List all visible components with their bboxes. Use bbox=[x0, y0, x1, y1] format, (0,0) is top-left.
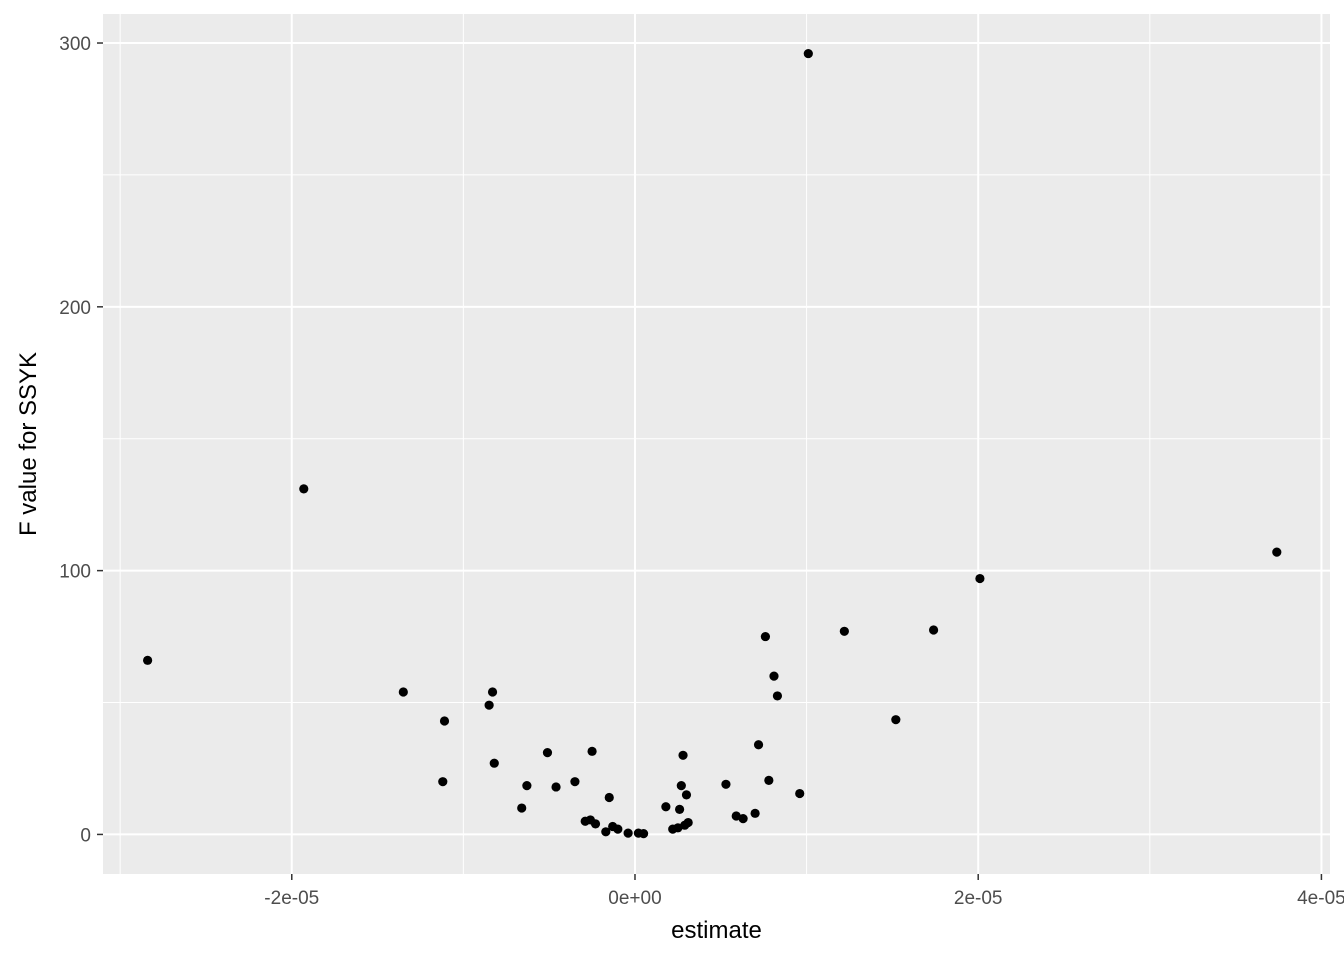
data-point bbox=[570, 777, 580, 787]
data-point bbox=[604, 792, 614, 803]
data-point bbox=[590, 819, 601, 829]
data-point bbox=[795, 788, 805, 799]
data-point bbox=[484, 700, 494, 710]
y-tick-label: 0 bbox=[80, 825, 91, 846]
data-point bbox=[542, 748, 553, 758]
data-point bbox=[753, 740, 764, 750]
grid-major bbox=[103, 14, 1330, 874]
x-tick-label: 0e+00 bbox=[608, 888, 661, 909]
data-point bbox=[738, 814, 748, 824]
data-point bbox=[891, 715, 901, 725]
data-point bbox=[661, 802, 671, 812]
x-axis-ticks: -2e-05 0e+00 2e-05 4e-05 bbox=[264, 874, 1344, 909]
y-axis-ticks: 0 100 200 300 bbox=[59, 34, 103, 846]
data-point bbox=[517, 803, 527, 813]
data-point bbox=[769, 671, 779, 681]
data-point bbox=[522, 781, 532, 791]
x-tick-label: 4e-05 bbox=[1297, 888, 1344, 909]
y-axis-title: F value for SSYK bbox=[15, 352, 42, 536]
data-point bbox=[760, 631, 771, 642]
x-tick-label: 2e-05 bbox=[954, 888, 1003, 909]
data-point bbox=[683, 817, 693, 828]
data-point bbox=[587, 746, 597, 756]
data-point bbox=[613, 824, 623, 834]
data-point bbox=[839, 626, 849, 636]
x-axis-title: estimate bbox=[671, 917, 762, 944]
y-tick-label: 200 bbox=[59, 298, 91, 319]
data-point bbox=[975, 573, 985, 584]
data-point bbox=[772, 691, 783, 701]
data-point bbox=[928, 625, 939, 635]
data-point bbox=[764, 775, 774, 785]
data-point bbox=[438, 777, 448, 787]
data-point bbox=[551, 782, 561, 792]
y-tick-label: 300 bbox=[59, 34, 91, 55]
data-point bbox=[143, 655, 153, 665]
plot-panel bbox=[103, 14, 1330, 874]
data-point bbox=[623, 828, 633, 838]
data-point bbox=[676, 781, 686, 791]
y-tick-label: 100 bbox=[59, 562, 91, 583]
data-point bbox=[803, 48, 813, 59]
data-point bbox=[601, 827, 611, 837]
data-point bbox=[721, 779, 731, 789]
x-tick-label: -2e-05 bbox=[264, 888, 319, 909]
data-point bbox=[681, 790, 692, 800]
data-point bbox=[398, 687, 408, 697]
data-point bbox=[299, 484, 309, 494]
data-point bbox=[675, 804, 685, 814]
data-point bbox=[638, 829, 649, 839]
data-point bbox=[1272, 547, 1282, 557]
data-point bbox=[750, 808, 760, 818]
data-point bbox=[678, 750, 688, 760]
data-point bbox=[487, 687, 498, 697]
data-point bbox=[489, 758, 499, 768]
data-point bbox=[439, 716, 450, 726]
grid-minor bbox=[103, 14, 1330, 874]
data-points bbox=[143, 48, 1282, 839]
